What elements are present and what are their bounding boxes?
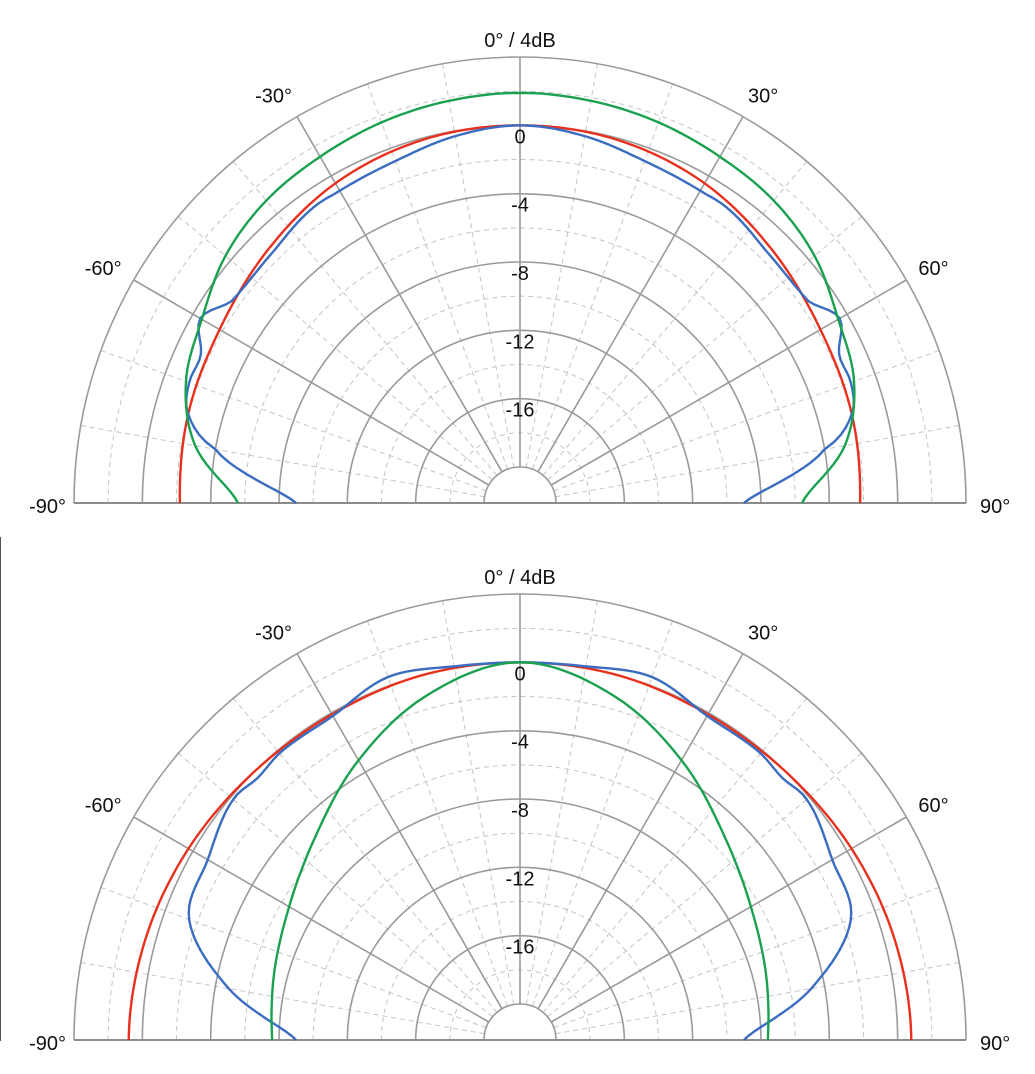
angle-tick-label: 90° bbox=[980, 496, 1010, 518]
major-spoke bbox=[296, 653, 503, 1010]
angle-tick-label: -90° bbox=[29, 1033, 66, 1055]
angle-tick-label: -60° bbox=[85, 795, 122, 817]
major-spoke bbox=[550, 816, 907, 1023]
series-line-3 bbox=[184, 91, 856, 504]
major-spoke bbox=[537, 116, 744, 473]
radial-tick-label: -8 bbox=[511, 263, 529, 285]
radial-tick-label: 0 bbox=[514, 126, 525, 148]
angle-tick-label: 90° bbox=[980, 1033, 1010, 1055]
radial-tick-label: -16 bbox=[506, 937, 535, 959]
radial-tick-label: -4 bbox=[511, 732, 529, 754]
minor-ring bbox=[176, 696, 864, 1041]
major-spoke bbox=[550, 279, 907, 486]
angle-tick-label: 60° bbox=[918, 258, 948, 280]
radial-tick-label: -8 bbox=[511, 800, 529, 822]
angle-tick-label: 30° bbox=[748, 623, 778, 645]
radial-tick-label: -16 bbox=[506, 400, 535, 422]
top-angle-label: 0° / 4dB bbox=[484, 567, 555, 589]
angle-tick-label: -90° bbox=[29, 496, 66, 518]
minor-ring bbox=[244, 227, 796, 504]
series-line-2 bbox=[184, 124, 856, 504]
angle-tick-label: -60° bbox=[85, 258, 122, 280]
major-ring bbox=[483, 1003, 557, 1041]
radial-tick-label: -12 bbox=[506, 331, 535, 353]
minor-ring bbox=[176, 159, 864, 504]
angle-tick-label: 60° bbox=[918, 795, 948, 817]
angle-tick-label: -30° bbox=[255, 623, 292, 645]
angle-tick-label: 30° bbox=[748, 86, 778, 108]
series-line-3 bbox=[270, 661, 770, 1041]
polar-chart-1: 0 -4 -8 -12 -16 0° / 4dB -90° -60° -30° 30° 60° 90° bbox=[29, 30, 1010, 518]
top-angle-label: 0° / 4dB bbox=[484, 30, 555, 52]
radial-tick-label: -4 bbox=[511, 195, 529, 217]
radial-tick-label: 0 bbox=[514, 663, 525, 685]
major-spoke bbox=[537, 653, 744, 1010]
major-ring bbox=[483, 466, 557, 504]
polar-chart-2: 0 -4 -8 -12 -16 0° / 4dB -90° -60° -30° 30° 60° 90° bbox=[29, 567, 1010, 1055]
radial-tick-label: -12 bbox=[506, 868, 535, 890]
angle-tick-label: -30° bbox=[255, 86, 292, 108]
left-border-line bbox=[0, 537, 1, 1041]
major-spoke bbox=[296, 116, 503, 473]
minor-ring bbox=[244, 764, 796, 1041]
major-spoke bbox=[133, 279, 490, 486]
major-spoke bbox=[133, 816, 490, 1023]
